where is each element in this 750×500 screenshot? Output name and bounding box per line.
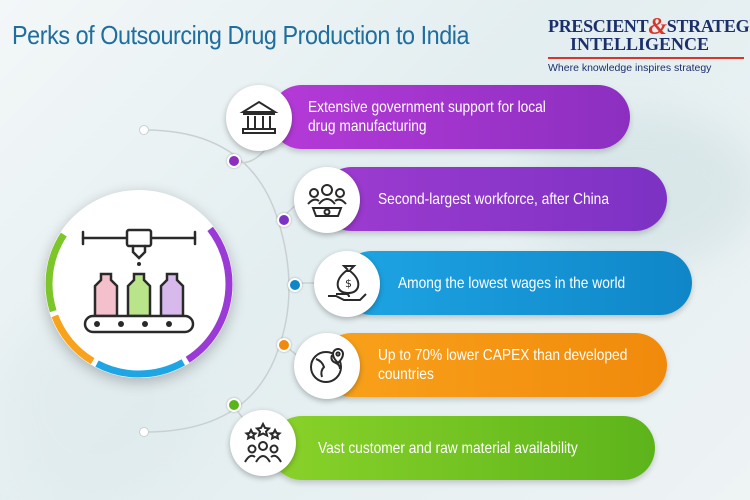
perk-bar-4: Up to 70% lower CAPEX than developed coun…	[320, 333, 667, 397]
perk-text-4: Up to 70% lower CAPEX than developed coun…	[378, 346, 627, 384]
perk-text-line-1: Up to 70% lower CAPEX than developed	[378, 347, 628, 364]
connector-dot-1	[227, 154, 241, 168]
perk-text-3: Among the lowest wages in the world	[398, 274, 625, 293]
perk-text-2: Second-largest workforce, after China	[378, 190, 609, 209]
perk-icon-circle-1	[226, 85, 292, 151]
company-logo: PRESCIENT&STRATEGIC INTELLIGENCE Where k…	[548, 12, 750, 82]
connector-endpoint	[139, 125, 149, 135]
perk-bar-1: Extensive government support for local dr…	[270, 85, 630, 149]
perk-icon-circle-3: $	[314, 251, 380, 317]
connector-dot-2	[277, 213, 291, 227]
connector-dot-5	[227, 398, 241, 412]
perk-text-line-1: Among the lowest wages in the world	[398, 274, 626, 292]
perk-text-1: Extensive government support for local dr…	[308, 98, 546, 136]
perk-text-line-1: Extensive government support for local	[308, 99, 546, 116]
perk-icon-circle-5	[230, 410, 296, 476]
perk-icon-circle-2	[294, 167, 360, 233]
perk-text-line-2: drug manufacturing	[308, 118, 427, 135]
hub-color-ring	[45, 190, 233, 378]
page-title: Perks of Outsourcing Drug Production to …	[12, 20, 470, 50]
central-hub	[45, 190, 233, 378]
perk-text-5: Vast customer and raw material availabil…	[318, 439, 578, 458]
logo-tagline: Where knowledge inspires strategy	[548, 62, 712, 74]
connector-dot-3	[288, 278, 302, 292]
workforce-gear-icon	[305, 180, 349, 220]
perk-icon-circle-4	[294, 333, 360, 399]
customers-stars-icon	[241, 422, 285, 464]
globe-location-icon	[306, 345, 348, 387]
connector-endpoint	[139, 427, 149, 437]
svg-text:$: $	[345, 277, 352, 290]
perk-text-line-2: countries	[378, 366, 434, 383]
logo-line-2: INTELLIGENCE	[570, 34, 710, 54]
logo-divider	[548, 57, 744, 59]
perk-text-line-1: Vast customer and raw material availabil…	[318, 439, 578, 457]
connector-dot-4	[277, 338, 291, 352]
money-bag-hand-icon: $	[326, 264, 368, 304]
perk-bar-2: Second-largest workforce, after China	[320, 167, 667, 231]
perk-text-line-1: Second-largest workforce, after China	[378, 190, 609, 208]
logo-line-1: PRESCIENT&STRATEGIC	[548, 14, 750, 40]
perk-bar-3: Among the lowest wages in the world	[340, 251, 692, 315]
perk-bar-5: Vast customer and raw material availabil…	[270, 416, 655, 480]
government-building-icon	[239, 98, 279, 138]
bottle-filling-conveyor-icon	[81, 228, 197, 334]
